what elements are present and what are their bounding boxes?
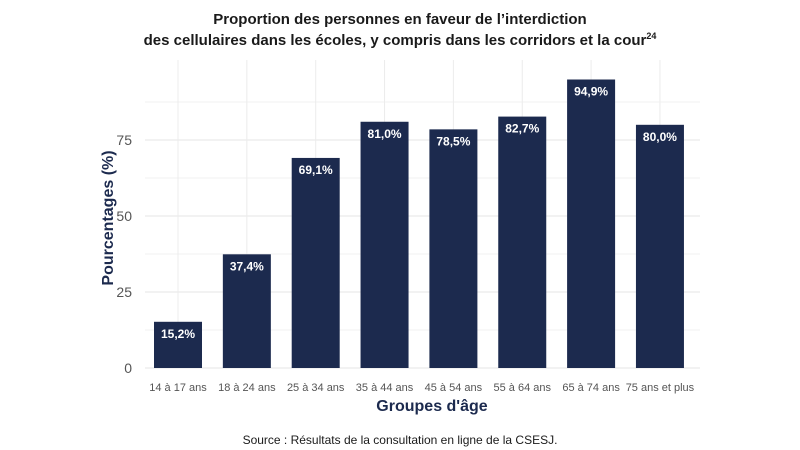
bar-value-label: 78,5% xyxy=(436,134,470,148)
bar-value-label: 94,9% xyxy=(574,85,608,99)
bar xyxy=(222,254,271,368)
chart-title-line-2-text: des cellulaires dans les écoles, y compr… xyxy=(143,32,647,49)
x-tick-label: 55 à 64 ans xyxy=(494,382,552,394)
bar xyxy=(154,321,202,368)
bar xyxy=(567,79,616,368)
bar xyxy=(360,121,409,368)
bar xyxy=(635,124,684,368)
bar-value-label: 37,4% xyxy=(230,259,264,273)
y-tick-label: 50 xyxy=(116,208,132,224)
bars: 15,2% 37,4% 69,1% 81,0% 78,5% 82,7% 94,9% 80,0% xyxy=(154,79,684,368)
source-note: Source : Résultats de la consultation en… xyxy=(242,433,558,447)
x-tick-label: 35 à 44 ans xyxy=(356,382,414,394)
chart-title-line-1: Proportion des personnes en faveur de l’… xyxy=(213,11,587,28)
y-tick-label: 75 xyxy=(116,132,132,148)
bar-value-label: 80,0% xyxy=(643,130,677,144)
y-tick-label: 0 xyxy=(124,360,132,376)
y-axis-ticks: 0 25 50 75 xyxy=(116,132,132,376)
y-tick-label: 25 xyxy=(116,284,132,300)
x-tick-label: 45 à 54 ans xyxy=(425,382,483,394)
bar-value-label: 69,1% xyxy=(299,163,333,177)
bar-value-label: 82,7% xyxy=(505,122,539,136)
x-tick-label: 14 à 17 ans xyxy=(149,382,207,394)
bar-value-label: 15,2% xyxy=(161,327,195,341)
title-footnote-ref: 24 xyxy=(646,31,657,41)
x-tick-label: 18 à 24 ans xyxy=(218,382,276,394)
chart-title-line-2: des cellulaires dans les écoles, y compr… xyxy=(0,30,800,52)
x-axis-label: Groupes d'âge xyxy=(376,398,487,415)
x-tick-label: 75 ans et plus xyxy=(626,382,695,394)
bar xyxy=(291,157,340,368)
bar-value-label: 81,0% xyxy=(368,127,402,141)
y-axis-label: Pourcentages (%) xyxy=(100,150,117,285)
bar xyxy=(429,129,478,368)
x-tick-label: 25 à 34 ans xyxy=(287,382,345,394)
x-axis-ticks: 14 à 17 ans 18 à 24 ans 25 à 34 ans 35 à 44… xyxy=(149,382,694,394)
bar xyxy=(498,116,547,368)
x-tick-label: 65 à 74 ans xyxy=(562,382,620,394)
